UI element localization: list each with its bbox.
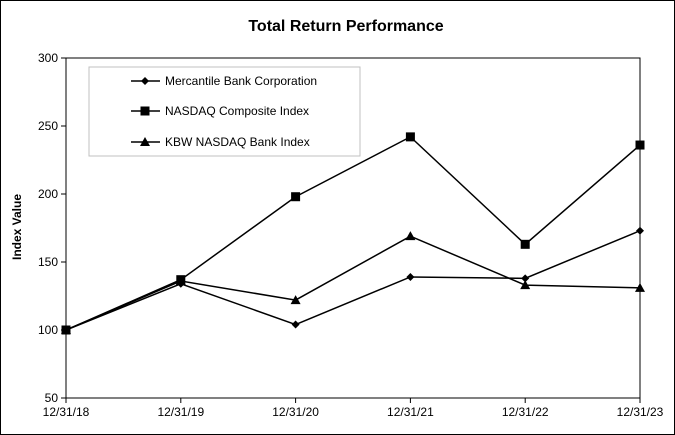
data-point-square [520, 239, 530, 249]
legend-label: NASDAQ Composite Index [165, 104, 309, 118]
y-tick-label: 150 [38, 255, 58, 269]
y-tick-label: 200 [38, 187, 58, 201]
legend-marker-square [140, 106, 150, 116]
y-tick-label: 100 [38, 323, 58, 337]
series-line [65, 135, 641, 331]
chart-title: Total Return Performance [248, 18, 443, 35]
series-line [65, 235, 641, 331]
y-tick-label: 300 [38, 51, 58, 65]
data-point-diamond [636, 226, 644, 235]
data-point-triangle [290, 295, 301, 305]
data-point-square [291, 192, 301, 202]
legend-marker-diamond [141, 77, 149, 85]
legend: Mercantile Bank Corporation NASDAQ Compos… [88, 66, 361, 157]
x-tick-label: 12/31/22 [502, 405, 549, 419]
series-layer [61, 132, 645, 335]
x-tick-label: 12/31/20 [272, 405, 319, 419]
series-line [65, 230, 641, 331]
y-tick-label: 250 [38, 119, 58, 133]
data-point-diamond [521, 274, 530, 283]
legend-item: NASDAQ Composite Index [131, 104, 309, 118]
legend-label: KBW NASDAQ Bank Index [165, 135, 310, 149]
data-point-triangle [61, 325, 71, 334]
x-tick-label: 12/31/19 [157, 405, 204, 419]
y-axis-label: Index Value [10, 194, 24, 260]
series-diamond [62, 226, 644, 334]
series-triangle [61, 231, 645, 334]
data-point-triangle [635, 282, 645, 292]
data-point-diamond [291, 320, 300, 329]
x-axis: 12/31/18 12/31/19 12/31/20 12/31/21 12/31/22… [43, 398, 664, 419]
x-tick-label: 12/31/23 [617, 405, 664, 419]
legend-marker-triangle [140, 137, 150, 146]
legend-item: Mercantile Bank Corporation [131, 74, 317, 88]
y-tick-label: 50 [45, 391, 59, 405]
legend-item: KBW NASDAQ Bank Index [131, 135, 310, 149]
data-point-triangle [175, 276, 186, 286]
data-point-triangle [405, 231, 416, 241]
x-tick-label: 12/31/18 [43, 405, 90, 419]
y-axis: 50 100 150 200 250 300 [38, 51, 66, 405]
data-point-diamond [406, 272, 415, 281]
data-point-triangle [520, 280, 531, 290]
legend-label: Mercantile Bank Corporation [165, 74, 317, 88]
x-tick-label: 12/31/21 [387, 405, 434, 419]
series-square [61, 132, 645, 335]
data-point-square [405, 132, 415, 142]
data-point-square [635, 140, 645, 150]
